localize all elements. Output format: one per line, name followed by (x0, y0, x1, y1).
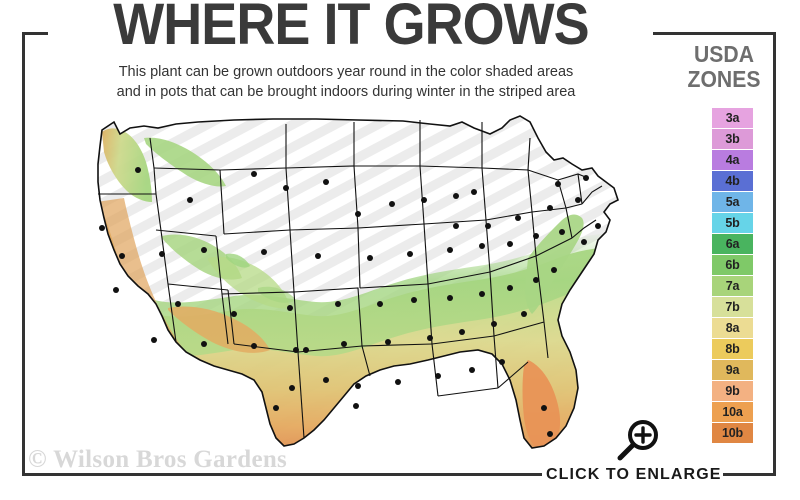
zone-swatch-3b: 3b (712, 129, 753, 150)
frame-border-top-left (22, 32, 48, 35)
zone-swatch-label: 5a (725, 195, 740, 209)
click-to-enlarge-label[interactable]: CLICK TO ENLARGE (546, 466, 722, 483)
map-state-boundaries (98, 120, 603, 439)
usda-zone-legend: 3a 3b 4a 4b 5a 5b 6a 6b 7a 7b 8a 8b 9a 9b 10a 10b (712, 108, 753, 444)
frame-border-top-right (653, 32, 776, 35)
zone-swatch-4b: 4b (712, 171, 753, 192)
zone-swatch-4a: 4a (712, 150, 753, 171)
zone-swatch-10b: 10b (712, 423, 753, 444)
subtitle-line-1: This plant can be grown outdoors year ro… (118, 64, 574, 80)
usda-zone-map[interactable] (58, 108, 678, 458)
frame-border-left (22, 32, 25, 476)
page-title: WHERE IT GROWS (113, 0, 589, 57)
zone-swatch-label: 8a (725, 321, 740, 335)
zone-swatch-3a: 3a (712, 108, 753, 129)
usda-zones-heading-line-1: USDA (694, 41, 754, 67)
frame-border-bottom-right (723, 473, 776, 476)
map-city-dots (99, 167, 601, 437)
zone-swatch-label: 10b (722, 426, 743, 440)
zone-swatch-label: 10a (722, 405, 743, 419)
zone-swatch-label: 6b (725, 258, 740, 272)
zone-swatch-label: 4b (725, 174, 740, 188)
zone-swatch-label: 4a (725, 153, 740, 167)
frame-border-right (773, 32, 776, 476)
zone-swatch-label: 7b (725, 300, 740, 314)
subtitle: This plant can be grown outdoors year ro… (36, 62, 656, 102)
zone-swatch-label: 3b (725, 132, 740, 146)
zone-swatch-label: 9a (725, 363, 740, 377)
zone-swatch-7b: 7b (712, 297, 753, 318)
zone-swatch-9b: 9b (712, 381, 753, 402)
zone-swatch-label: 7a (725, 279, 740, 293)
zone-swatch-8b: 8b (712, 339, 753, 360)
watermark-credit: © Wilson Bros Gardens (28, 446, 288, 473)
usda-zones-heading-line-2: ZONES (687, 66, 761, 92)
zone-swatch-7a: 7a (712, 276, 753, 297)
zone-swatch-label: 3a (725, 111, 740, 125)
frame-border-bottom-left (22, 473, 542, 476)
zone-swatch-label: 6a (725, 237, 740, 251)
zone-swatch-5a: 5a (712, 192, 753, 213)
zone-swatch-10a: 10a (712, 402, 753, 423)
zone-swatch-6b: 6b (712, 255, 753, 276)
map-striped-region (98, 116, 618, 448)
usda-zones-heading: USDA ZONES (676, 42, 772, 92)
zone-swatch-9a: 9a (712, 360, 753, 381)
zone-swatch-label: 8b (725, 342, 740, 356)
magnifier-plus-icon[interactable] (616, 418, 662, 462)
subtitle-line-2: and in pots that can be brought indoors … (116, 84, 576, 100)
zone-swatch-label: 9b (725, 384, 740, 398)
map-national-outline (97, 115, 619, 449)
zone-swatch-6a: 6a (712, 234, 753, 255)
zone-swatch-5b: 5b (712, 213, 753, 234)
zone-swatch-label: 5b (725, 216, 740, 230)
zone-swatch-8a: 8a (712, 318, 753, 339)
